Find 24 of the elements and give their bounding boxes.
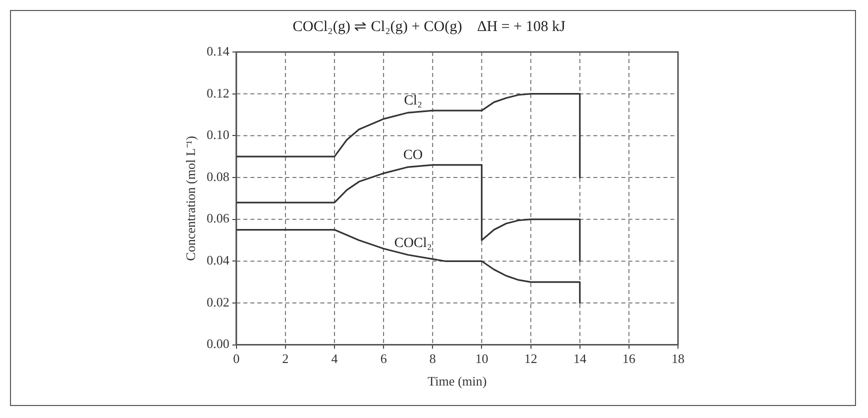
y-tick-label: 0.02 <box>206 294 230 310</box>
x-tick-label: 8 <box>429 351 436 366</box>
y-tick-label: 0.10 <box>206 127 230 142</box>
x-tick-label: 14 <box>573 351 587 366</box>
chart-title: COCl₂(g) ⇌ Cl₂(g) + CO(g) ΔH = + 108 kJ <box>292 18 566 35</box>
y-axis-title: Concentration (mol L⁻¹) <box>183 136 198 261</box>
y-tick-label: 0.14 <box>206 43 230 58</box>
x-tick-label: 4 <box>331 351 338 366</box>
y-tick-label: 0.06 <box>206 210 230 226</box>
x-tick-label: 6 <box>380 351 388 366</box>
y-tick-label: 0.12 <box>206 85 230 100</box>
x-tick-label: 0 <box>233 351 240 366</box>
y-tick-label: 0.00 <box>206 336 230 352</box>
series-label: CO <box>403 148 423 164</box>
x-axis-title: Time (min) <box>428 374 487 389</box>
series-label: Cl₂ <box>404 94 422 109</box>
x-tick-label: 18 <box>672 351 684 366</box>
y-tick-label: 0.08 <box>206 168 230 184</box>
series-label: COCl₂ <box>394 236 432 251</box>
x-tick-label: 12 <box>524 351 538 366</box>
x-tick-label: 10 <box>475 351 488 366</box>
x-tick-label: 16 <box>622 351 636 366</box>
y-tick-label: 0.04 <box>206 252 230 268</box>
x-tick-label: 2 <box>282 351 289 366</box>
